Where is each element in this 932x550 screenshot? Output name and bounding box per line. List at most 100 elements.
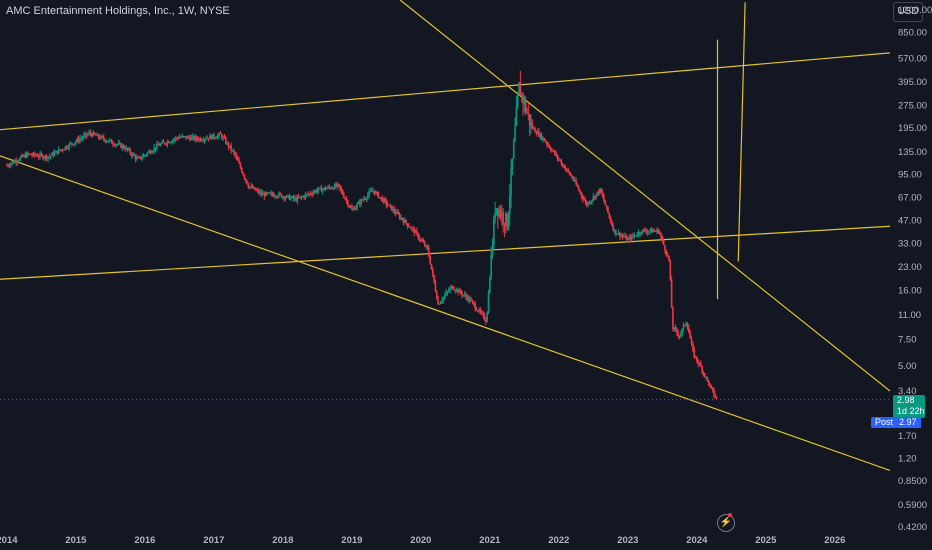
candle-body [178,137,181,139]
candle-body [666,254,669,256]
candle-body [400,217,402,219]
candle-body [518,82,520,95]
candle-body [365,198,368,200]
currency-button[interactable]: USD [893,2,923,22]
trendline [737,2,746,262]
candle-body [297,197,300,199]
candle-body [431,269,434,275]
y-tick-label: 395.00 [898,77,927,88]
candle-body [286,195,288,198]
candle-body [124,148,126,150]
candle-body [587,202,589,206]
candle-body [569,174,572,176]
candle-body [197,138,199,141]
candle-body [502,212,504,224]
x-tick-label: 2016 [134,535,155,546]
candle-body [634,235,637,237]
candle-body [7,165,10,167]
lightning-icon[interactable]: ⚡ [717,514,735,532]
y-tick-label: 1.20 [898,454,917,465]
candle-body [77,138,80,142]
candle-body [528,114,531,126]
candle-body [544,140,547,143]
candle-body [690,338,693,344]
candle-body [567,169,569,172]
candle-body [225,138,227,144]
candle-body [174,137,177,140]
candle-body [96,134,98,136]
candle-body [470,300,473,302]
candle-body [465,294,467,297]
candle-body [33,153,36,156]
candle-body [348,205,351,207]
y-tick-label: 33.00 [898,238,922,249]
candle-body [397,212,400,215]
candle-body [163,142,166,144]
candle-body [160,143,162,146]
candle-body [364,198,366,200]
candle-body [405,220,408,224]
x-tick-label: 2020 [410,535,431,546]
candle-body [161,141,163,144]
candle-body [57,149,60,154]
candle-body [644,229,646,232]
candle-body [652,230,654,233]
candle-body [388,204,390,206]
candle-body [101,136,104,138]
candle-body [202,140,205,142]
candle-body [355,207,357,210]
candle-body [12,161,15,163]
candle-body [16,161,19,163]
candle-body [205,138,207,140]
candle-body [223,137,226,139]
candle-body [661,236,664,240]
candle-body [156,144,158,149]
candle-body [8,165,11,167]
candle-body [335,184,337,187]
candle-body [248,186,251,188]
candle-body [613,229,616,231]
candle-body [353,208,356,210]
candle-body [531,122,534,129]
candle-body [332,188,335,190]
candle-body [218,133,220,136]
candle-body [271,192,274,195]
candle-body [69,143,72,145]
candle-body [284,197,287,199]
candle-body [18,160,20,162]
candle-body [446,291,449,293]
candle-body [420,239,422,241]
candle-body [19,157,21,161]
candle-body [51,152,53,156]
candle-body [317,187,320,191]
candle-body [653,230,656,232]
candle-body [236,157,239,161]
y-tick-label: 570.00 [898,53,927,64]
candle-body [463,294,466,296]
candle-body [203,139,206,141]
candle-body [349,206,352,208]
candle-body [179,137,182,139]
candle-body [109,139,112,141]
candle-body [670,279,673,308]
candle-body [231,150,234,152]
candle-body [206,138,209,140]
candle-body [457,289,459,293]
candle-body [266,192,268,194]
candle-body [597,191,600,194]
candle-body [632,235,634,237]
candle-body [146,152,149,155]
candle-body [244,178,247,181]
candle-body [260,192,263,195]
candle-body [313,190,316,193]
trendline [0,52,891,131]
post-price: 2.97 [897,417,921,428]
candle-body [219,133,222,135]
candle-body [276,196,279,198]
candle-body [601,192,604,197]
candle-body [267,192,270,194]
candle-body [650,228,653,233]
candle-body [493,217,495,246]
candle-body [230,145,232,151]
